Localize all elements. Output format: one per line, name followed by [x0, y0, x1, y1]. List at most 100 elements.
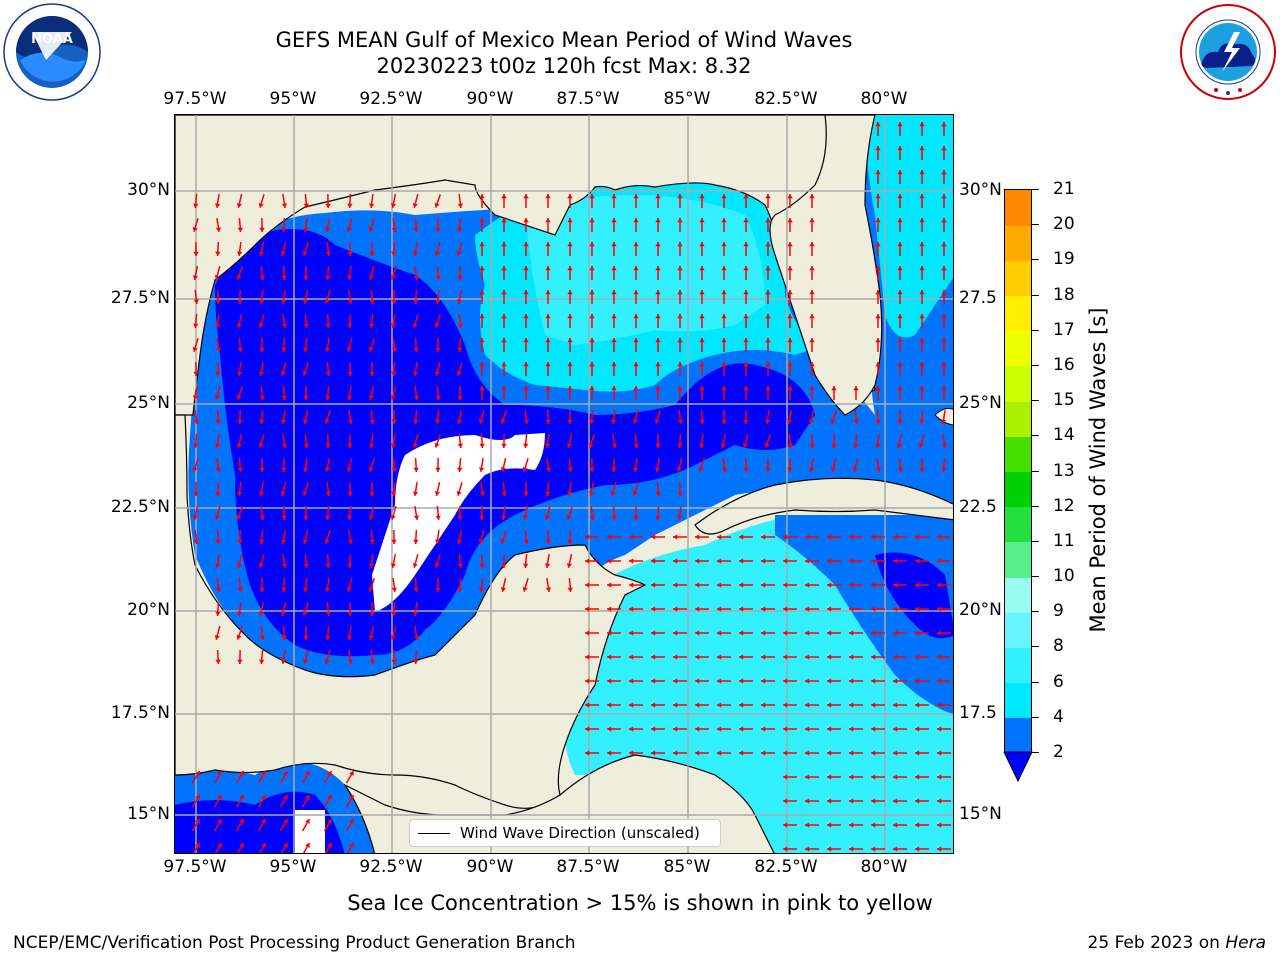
wave-direction-arrow: [677, 218, 683, 232]
colorbar-tick-mark: [1032, 400, 1039, 402]
colorbar-tick-mark: [1032, 259, 1039, 261]
wave-direction-arrow: [742, 434, 749, 448]
wave-direction-arrow: [302, 530, 309, 544]
wave-direction-arrow: [699, 242, 705, 256]
wave-direction-arrow: [717, 606, 731, 612]
wave-direction-arrow: [280, 362, 287, 376]
wave-direction-arrow: [456, 362, 463, 376]
wave-direction-arrow: [545, 290, 551, 304]
wave-direction-arrow: [390, 433, 397, 449]
wave-direction-arrow: [673, 558, 687, 564]
wave-direction-arrow: [673, 630, 687, 636]
wave-direction-arrow: [695, 558, 709, 564]
wave-direction-arrow: [500, 410, 507, 424]
lon-tick-top: 97.5°W: [163, 89, 227, 109]
wave-direction-arrow: [585, 678, 599, 684]
wave-direction-arrow: [761, 678, 775, 684]
wave-direction-arrow: [479, 314, 485, 328]
wave-direction-arrow: [501, 362, 507, 376]
wave-direction-arrow: [695, 654, 709, 660]
wave-direction-arrow: [809, 338, 815, 352]
wave-direction-arrow: [787, 218, 793, 232]
wave-direction-arrow: [893, 798, 907, 804]
wave-direction-arrow: [611, 290, 617, 304]
wave-direction-arrow: [303, 217, 309, 233]
wave-direction-arrow: [827, 846, 841, 852]
wave-direction-arrow: [721, 242, 727, 256]
wave-direction-arrow: [941, 338, 947, 352]
wave-direction-arrow: [236, 314, 243, 328]
nws-logo: [1178, 2, 1278, 102]
wave-direction-arrow: [257, 794, 267, 808]
noaa-logo: NOAA: [2, 2, 102, 102]
wave-direction-arrow: [545, 218, 551, 232]
wave-direction-arrow: [809, 386, 815, 400]
wave-direction-arrow: [501, 242, 507, 256]
wave-direction-arrow: [281, 265, 287, 281]
wave-direction-arrow: [607, 702, 621, 708]
wave-direction-arrow: [325, 385, 331, 401]
wave-direction-arrow: [739, 558, 753, 564]
wave-direction-arrow: [214, 433, 221, 449]
wave-direction-arrow: [523, 194, 529, 208]
wave-direction-arrow: [849, 702, 863, 708]
wave-direction-arrow: [629, 630, 643, 636]
wave-direction-arrow: [827, 702, 841, 708]
wave-direction-arrow: [412, 314, 419, 328]
wave-direction-arrow: [787, 457, 793, 473]
wave-direction-arrow: [896, 434, 903, 448]
wave-direction-arrow: [435, 409, 441, 425]
wave-direction-arrow: [919, 170, 925, 184]
wave-direction-arrow: [871, 798, 885, 804]
wave-direction-arrow: [827, 582, 841, 588]
wave-direction-arrow: [699, 409, 705, 425]
colorbar-tick-label: 8: [1053, 636, 1064, 657]
wave-direction-arrow: [809, 362, 815, 376]
wave-direction-arrow: [629, 750, 643, 756]
wave-direction-arrow: [347, 481, 353, 497]
wave-direction-arrow: [523, 529, 529, 545]
wave-direction-arrow: [809, 314, 815, 328]
colorbar-tick-mark: [1032, 505, 1039, 507]
wave-direction-arrow: [391, 337, 397, 353]
wave-direction-arrow: [871, 774, 885, 780]
wave-direction-arrow: [259, 385, 265, 401]
wave-direction-arrow: [721, 266, 727, 280]
wave-direction-arrow: [325, 193, 331, 209]
wave-direction-arrow: [809, 433, 815, 449]
wave-direction-arrow: [761, 702, 775, 708]
wave-direction-arrow: [456, 409, 463, 425]
wave-direction-arrow: [676, 458, 683, 472]
wave-direction-arrow: [677, 194, 683, 208]
wave-direction-arrow: [919, 242, 925, 256]
wave-direction-arrow: [607, 654, 621, 660]
wave-direction-arrow: [937, 582, 951, 588]
map-panel[interactable]: Wind Wave Direction (unscaled): [174, 114, 954, 854]
wave-direction-arrow: [325, 481, 331, 497]
wave-direction-arrow: [302, 362, 309, 376]
wave-direction-arrow: [677, 481, 683, 497]
wave-direction-arrow: [853, 386, 859, 400]
colorbar-tick-label: 14: [1053, 425, 1075, 446]
wave-direction-arrow: [611, 218, 617, 232]
wave-direction-arrow: [345, 818, 355, 832]
wave-direction-arrow: [545, 481, 551, 497]
wave-direction-arrow: [852, 458, 859, 472]
wave-direction-arrow: [346, 458, 353, 472]
wave-direction-arrow: [523, 218, 529, 232]
wave-direction-arrow: [695, 534, 709, 540]
footer-credit: NCEP/EMC/Verification Post Processing Pr…: [13, 933, 576, 953]
wave-direction-arrow: [919, 122, 925, 136]
wave-direction-arrow: [259, 577, 265, 593]
wave-direction-arrow: [237, 409, 243, 425]
wave-direction-arrow: [611, 194, 617, 208]
wave-direction-arrow: [259, 625, 265, 641]
wave-direction-arrow: [611, 433, 618, 449]
wave-direction-arrow: [849, 582, 863, 588]
wave-direction-arrow: [237, 577, 243, 593]
wave-direction-arrow: [721, 457, 727, 473]
wave-direction-arrow: [281, 433, 288, 449]
wave-direction-arrow: [633, 362, 639, 376]
wave-direction-arrow: [545, 314, 551, 328]
wave-direction-arrow: [893, 582, 907, 588]
